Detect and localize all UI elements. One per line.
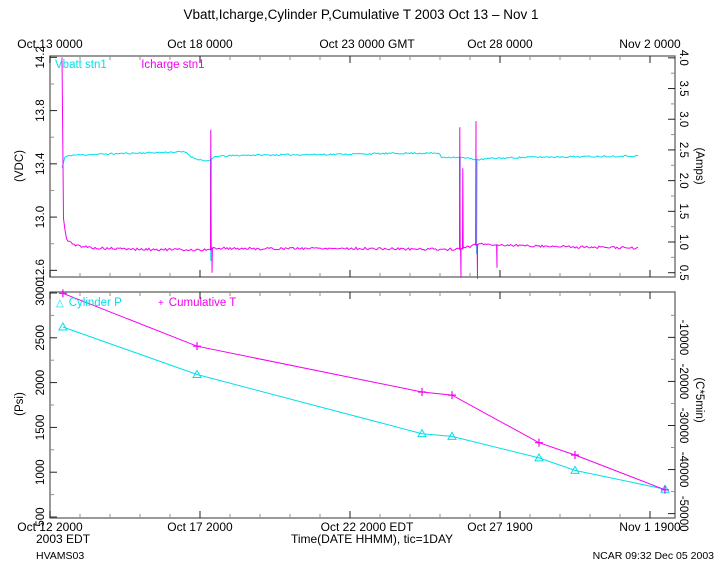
y-tick-label: 3000 — [35, 280, 47, 306]
y-tick-label: 2.0 — [677, 173, 689, 189]
legend-vbatt-label: Vbatt stn1 — [55, 59, 107, 71]
y-tick-label: 1000 — [35, 459, 47, 485]
plus-marker-icon — [448, 391, 456, 400]
y-tick-label: 14.2 — [35, 46, 47, 68]
triangle-marker-icon — [417, 428, 427, 438]
y-tick-label: 0.5 — [677, 265, 689, 281]
y-tick-label: 12.6 — [35, 259, 47, 281]
y-axis-title-vdc: (VDC) — [14, 150, 26, 182]
plus-marker-icon — [535, 438, 543, 447]
y-tick-label: 500 — [35, 507, 47, 526]
plus-marker-icon: + — [157, 298, 164, 309]
plus-marker-icon — [661, 485, 669, 494]
origin-year-label: 2003 EDT — [36, 532, 91, 546]
triangle-marker-icon — [447, 431, 457, 440]
y-tick-label: -10000 — [677, 319, 689, 355]
y-axis-title-c5min: (C*5min) — [693, 377, 705, 423]
x-top-label: Oct 13 0000 — [17, 37, 83, 51]
y-axis-title-amps: (Amps) — [693, 147, 705, 185]
y-tick-label: -30000 — [677, 408, 689, 444]
x-axis-title: Time(DATE HHMM), tic=1DAY — [290, 532, 454, 546]
y-axis-title-psi: (Psi) — [14, 392, 26, 416]
plus-marker-icon — [571, 451, 579, 460]
credit-label: NCAR 09:32 Dec 05 2003 — [592, 550, 714, 562]
y-tick-label: 13.4 — [35, 152, 47, 175]
triangle-marker-icon — [534, 452, 544, 462]
x-top-label: Oct 18 0000 — [167, 37, 233, 51]
x-top-label: Oct 28 0000 — [467, 37, 533, 51]
y-tick-label: 3.5 — [677, 81, 689, 97]
series-cylinder-p — [62, 326, 666, 490]
y-tick-label: -50000 — [677, 496, 689, 532]
y-tick-label: 13.0 — [35, 206, 47, 228]
y-tick-label: 1500 — [35, 415, 47, 441]
panel-frame — [49, 55, 676, 278]
project-label: HVAMS03 — [36, 550, 85, 562]
y-tick-label: -20000 — [677, 364, 689, 400]
triangle-marker-icon — [570, 465, 580, 474]
y-tick-label: 2000 — [35, 370, 47, 396]
plus-marker-icon — [58, 289, 67, 298]
x-bottom-label: Nov 1 1900 — [619, 520, 681, 534]
x-top-label: Nov 2 0000 — [619, 37, 681, 51]
x-bottom-label: Oct 27 1900 — [467, 520, 533, 534]
y-tick-label: -40000 — [677, 452, 689, 488]
plus-marker-icon — [418, 388, 426, 397]
triangle-marker-icon — [58, 322, 68, 331]
y-tick-label: 3.0 — [677, 111, 689, 127]
y-tick-label: 4.0 — [677, 50, 689, 66]
series-vbatt-stn1 — [61, 150, 639, 262]
legend-icharge-label: Icharge stn1 — [141, 59, 205, 71]
chart-title: Vbatt,Icharge,Cylinder P,Cumulative T 20… — [183, 7, 539, 22]
legend-top-panel: Vbatt stn1 Icharge stn1 — [55, 59, 205, 71]
panel-frame — [49, 291, 676, 519]
plus-marker-icon — [193, 342, 201, 351]
x-top-label: Oct 23 0000 GMT — [319, 37, 415, 51]
triangle-marker-icon — [192, 369, 202, 379]
y-tick-label: 1.5 — [677, 203, 689, 219]
series-icharge-stn1 — [61, 57, 639, 279]
x-bottom-label: Oct 17 2000 — [167, 520, 233, 534]
y-tick-label: 2500 — [35, 325, 47, 351]
series-cumulative-t — [62, 292, 666, 491]
y-tick-label: 2.5 — [677, 142, 689, 158]
y-tick-label: 13.8 — [35, 99, 47, 121]
legend-cylinderp-label: Cylinder P — [68, 297, 122, 309]
y-tick-label: 1.0 — [677, 234, 689, 250]
triangle-marker-icon: △ — [56, 298, 64, 309]
x-bottom-label: Oct 22 2000 EDT — [321, 520, 414, 534]
legend-bottom-panel: △ Cylinder P + Cumulative T — [56, 297, 236, 309]
legend-cumulativet-label: Cumulative T — [168, 297, 237, 309]
x-bottom-label: Oct 12 2000 — [17, 520, 83, 534]
